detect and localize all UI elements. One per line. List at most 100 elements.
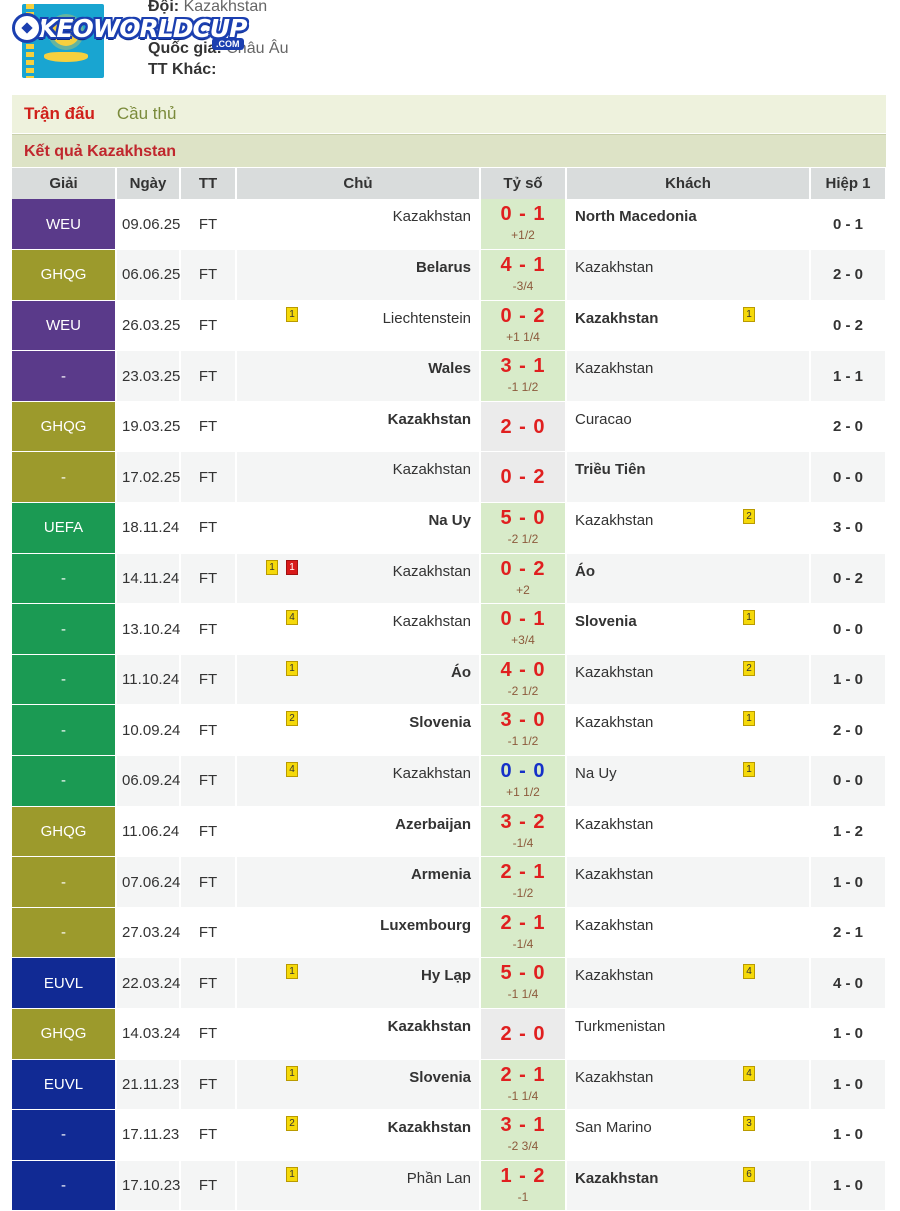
- league-cell[interactable]: -: [12, 755, 117, 807]
- home-team-cell[interactable]: Azerbaijan: [236, 806, 481, 858]
- away-team-cell[interactable]: Kazakhstan: [566, 249, 811, 301]
- table-row[interactable]: -17.02.25 FT Kazakhstan 0 - 2 Triều Tiên 0 - …: [12, 451, 887, 504]
- score-value[interactable]: 0 - 0: [500, 760, 546, 783]
- home-team-cell[interactable]: Kazakhstan 1 1: [236, 553, 481, 605]
- league-cell[interactable]: GHQG: [12, 249, 117, 301]
- away-team-cell[interactable]: Kazakhstan: [566, 806, 811, 858]
- score-cell[interactable]: 3 - 1 -2 3/4: [480, 1109, 567, 1161]
- score-value[interactable]: 5 - 0: [500, 507, 546, 530]
- score-cell[interactable]: 4 - 0 -2 1/2: [480, 654, 567, 706]
- league-cell[interactable]: -: [12, 350, 117, 402]
- table-row[interactable]: EUVL 21.11.23 FT Slovenia 1 2 - 1 -1 1/4 Kazakh…: [12, 1059, 887, 1111]
- league-cell[interactable]: -: [12, 553, 117, 605]
- score-value[interactable]: 4 - 1: [500, 254, 546, 277]
- home-team-name[interactable]: Slovenia: [409, 1068, 471, 1086]
- league-cell[interactable]: -: [12, 704, 117, 757]
- away-team-name[interactable]: Slovenia: [575, 613, 637, 631]
- home-team-cell[interactable]: Kazakhstan: [236, 1008, 481, 1060]
- table-row[interactable]: EUVL 22.03.24 FT Hy Lạp 1 5 - 0 -1 1/4 Kazakhst…: [12, 957, 887, 1009]
- away-team-cell[interactable]: Triều Tiên: [566, 451, 811, 504]
- home-team-name[interactable]: Na Uy: [428, 512, 471, 530]
- tab-players[interactable]: Cầu thủ: [116, 104, 177, 123]
- home-team-cell[interactable]: Kazakhstan: [236, 199, 481, 251]
- score-value[interactable]: 2 - 1: [500, 861, 546, 884]
- home-team-name[interactable]: Luxembourg: [380, 916, 471, 934]
- score-value[interactable]: 3 - 2: [500, 810, 546, 833]
- score-value[interactable]: 0 - 2: [500, 557, 546, 580]
- score-value[interactable]: 3 - 1: [500, 1114, 546, 1137]
- away-team-cell[interactable]: Kazakhstan: [566, 856, 811, 908]
- away-team-name[interactable]: Kazakhstan: [575, 916, 654, 934]
- league-cell[interactable]: -: [12, 907, 117, 959]
- col-header-date[interactable]: Ngày: [116, 168, 181, 199]
- table-row[interactable]: GHQG 19.03.25 FT Kazakhstan 2 - 0 Curacao 2 - …: [12, 401, 887, 453]
- score-value[interactable]: 5 - 0: [500, 962, 546, 985]
- table-row[interactable]: GHQG 11.06.24 FT Azerbaijan 3 - 2 -1/4 Kazakhs…: [12, 806, 887, 858]
- away-team-name[interactable]: San Marino: [575, 1119, 652, 1137]
- away-team-cell[interactable]: San Marino 3: [566, 1109, 811, 1161]
- table-row[interactable]: -13.10.24 FT Kazakhstan 4 0 - 1 +3/4 Slovenia 1…: [12, 603, 887, 655]
- home-team-cell[interactable]: Kazakhstan 2: [236, 1109, 481, 1161]
- score-value[interactable]: 2 - 1: [500, 1063, 546, 1086]
- home-team-name[interactable]: Liechtenstein: [382, 309, 471, 327]
- home-team-cell[interactable]: Kazakhstan: [236, 451, 481, 504]
- away-team-name[interactable]: North Macedonia: [575, 208, 697, 225]
- away-team-name[interactable]: Kazakhstan: [575, 714, 654, 732]
- home-team-cell[interactable]: Luxembourg: [236, 907, 481, 959]
- score-cell[interactable]: 2 - 1 -1/2: [480, 856, 567, 908]
- home-team-name[interactable]: Kazakhstan: [387, 410, 471, 428]
- score-value[interactable]: 2 - 0: [500, 415, 546, 438]
- away-team-cell[interactable]: Kazakhstan 2: [566, 654, 811, 706]
- home-team-cell[interactable]: Liechtenstein 1: [236, 300, 481, 352]
- score-value[interactable]: 1 - 2: [500, 1164, 546, 1187]
- league-cell[interactable]: -: [12, 603, 117, 655]
- home-team-name[interactable]: Slovenia: [409, 714, 471, 732]
- home-team-name[interactable]: Kazakhstan: [387, 1018, 471, 1035]
- league-cell[interactable]: -: [12, 1160, 117, 1211]
- table-row[interactable]: -17.10.23 FT Phần Lan 1 1 - 2 -1 Kazakhstan 6 1 …: [12, 1160, 887, 1211]
- league-cell[interactable]: WEU: [12, 199, 117, 251]
- table-row[interactable]: -23.03.25 FT Wales 3 - 1 -1 1/2 Kazakhstan 1 -…: [12, 350, 887, 402]
- table-row[interactable]: GHQG 14.03.24 FT Kazakhstan 2 - 0 Turkmenista…: [12, 1008, 887, 1060]
- home-team-name[interactable]: Wales: [428, 360, 471, 378]
- away-team-name[interactable]: Áo: [575, 562, 595, 580]
- league-cell[interactable]: -: [12, 856, 117, 908]
- score-cell[interactable]: 3 - 2 -1/4: [480, 806, 567, 858]
- col-header-away[interactable]: Khách: [566, 168, 811, 199]
- table-row[interactable]: -27.03.24 FT Luxembourg 2 - 1 -1/4 Kazakhstan…: [12, 907, 887, 959]
- col-header-score[interactable]: Tỷ số: [480, 168, 567, 199]
- home-team-name[interactable]: Kazakhstan: [392, 461, 471, 479]
- home-team-cell[interactable]: Kazakhstan 4: [236, 603, 481, 655]
- score-cell[interactable]: 0 - 2: [480, 451, 567, 504]
- home-team-cell[interactable]: Belarus: [236, 249, 481, 301]
- score-value[interactable]: 2 - 1: [500, 911, 546, 934]
- away-team-cell[interactable]: Áo: [566, 553, 811, 605]
- score-cell[interactable]: 2 - 0: [480, 401, 567, 453]
- score-cell[interactable]: 0 - 1 +1/2: [480, 199, 567, 251]
- away-team-cell[interactable]: North Macedonia: [566, 199, 811, 251]
- table-row[interactable]: -11.10.24 FT Áo 1 4 - 0 -2 1/2 Kazakhstan 2 1 - …: [12, 654, 887, 706]
- away-team-cell[interactable]: Turkmenistan: [566, 1008, 811, 1060]
- score-cell[interactable]: 1 - 2 -1: [480, 1160, 567, 1211]
- away-team-cell[interactable]: Slovenia 1: [566, 603, 811, 655]
- score-cell[interactable]: 0 - 1 +3/4: [480, 603, 567, 655]
- score-cell[interactable]: 0 - 2 +2: [480, 553, 567, 605]
- away-team-cell[interactable]: Kazakhstan 1: [566, 704, 811, 757]
- away-team-name[interactable]: Kazakhstan: [575, 1068, 654, 1086]
- score-cell[interactable]: 0 - 0 +1 1/2: [480, 755, 567, 807]
- away-team-cell[interactable]: Kazakhstan 4: [566, 1059, 811, 1111]
- site-logo[interactable]: KEOWORLDCUP .COM: [12, 10, 247, 50]
- table-row[interactable]: UEFA 18.11.24 FT Na Uy 5 - 0 -2 1/2 Kazakhstan…: [12, 502, 887, 554]
- score-value[interactable]: 2 - 0: [500, 1023, 546, 1045]
- table-row[interactable]: -14.11.24 FT Kazakhstan 1 1 0 - 2 +2 Áo 0 - 2: [12, 553, 887, 605]
- away-team-name[interactable]: Kazakhstan: [575, 866, 654, 884]
- home-team-cell[interactable]: Na Uy: [236, 502, 481, 554]
- away-team-cell[interactable]: Na Uy 1: [566, 755, 811, 807]
- away-team-name[interactable]: Na Uy: [575, 765, 617, 783]
- score-value[interactable]: 0 - 2: [500, 304, 546, 327]
- league-cell[interactable]: WEU: [12, 300, 117, 352]
- table-row[interactable]: WEU 26.03.25 FT Liechtenstein 1 0 - 2 +1 1/4 Ka…: [12, 300, 887, 352]
- tab-matches[interactable]: Trận đấu: [24, 104, 95, 123]
- home-team-name[interactable]: Kazakhstan: [392, 562, 471, 580]
- home-team-cell[interactable]: Hy Lạp 1: [236, 957, 481, 1009]
